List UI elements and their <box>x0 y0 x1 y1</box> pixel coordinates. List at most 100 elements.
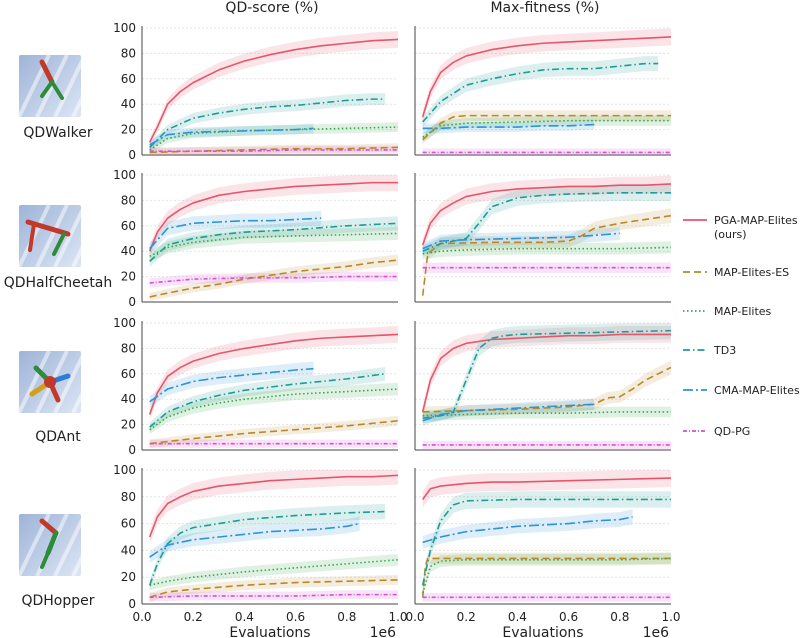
x-tick-label: 0.4 <box>508 610 527 624</box>
line-map-elites-es <box>149 419 399 445</box>
y-tick-label: 80 <box>121 490 136 504</box>
y-tick-label: 60 <box>121 367 136 381</box>
y-tick-label: 80 <box>121 341 136 355</box>
line-td3 <box>421 498 671 586</box>
band-qd-pg <box>149 439 398 448</box>
line-cma-map-elites <box>422 516 633 544</box>
legend-label-pga-map-elites: PGA-MAP-Elites <box>714 214 798 227</box>
y-tick-label: 80 <box>121 46 136 60</box>
column-title-max-fitness: Max-fitness (%) <box>490 0 599 16</box>
y-tick-label: 20 <box>121 418 136 432</box>
y-tick-label: 40 <box>121 543 136 557</box>
line-map-elites <box>422 411 671 417</box>
line-map-elites-es <box>421 557 671 598</box>
line-qd-pg <box>149 149 398 152</box>
line-td3 <box>149 222 399 262</box>
band-cma-map-elites <box>422 509 633 549</box>
legend-label-td3: TD3 <box>713 344 736 357</box>
y-tick-label: 60 <box>121 72 136 86</box>
x-tick-label: 0.6 <box>286 610 305 624</box>
x-tick-label: 0.0 <box>132 610 151 624</box>
line-map-elites <box>149 126 399 151</box>
band-map-elites <box>422 552 671 598</box>
ant-robot-icon <box>17 350 105 414</box>
line-pga-map-elites <box>421 36 672 118</box>
line-pga-map-elites <box>148 333 399 415</box>
line-pga-map-elites <box>148 38 399 143</box>
line-map-elites <box>149 232 399 257</box>
y-tick-label: 100 <box>113 316 136 330</box>
line-pga-map-elites <box>422 477 672 500</box>
band-pga-map-elites <box>149 175 398 258</box>
line-td3 <box>422 329 672 420</box>
y-tick-label: 100 <box>113 463 136 477</box>
band-map-elites <box>149 122 398 154</box>
band-cma-map-elites <box>422 226 620 255</box>
walker-robot-icon <box>17 54 105 118</box>
line-cma-map-elites <box>149 217 322 250</box>
band-pga-map-elites <box>149 325 398 420</box>
y-tick-label: 40 <box>121 244 136 258</box>
band-qd-pg <box>422 262 671 273</box>
y-tick-label: 20 <box>121 270 136 284</box>
y-tick-label: 60 <box>121 517 136 531</box>
line-pga-map-elites <box>148 181 398 252</box>
x-axis-label: Evaluations <box>229 625 310 638</box>
x-axis-label: Evaluations <box>502 625 583 638</box>
row-label-qdwalker: QDWalker <box>23 125 92 141</box>
band-cma-map-elites <box>149 361 314 408</box>
band-qd-pg <box>149 271 398 288</box>
band-qd-pg <box>149 145 398 155</box>
panel-qdwalker-max-fitness <box>414 26 672 156</box>
line-pga-map-elites <box>421 333 671 413</box>
band-cma-map-elites <box>149 516 360 563</box>
x-tick-label: 1.0 <box>388 610 407 624</box>
y-tick-label: 20 <box>121 570 136 584</box>
y-tick-label: 40 <box>121 392 136 406</box>
line-map-elites <box>422 246 672 255</box>
y-tick-label: 40 <box>121 97 136 111</box>
band-td3 <box>149 216 398 267</box>
halfcheetah-robot-icon <box>17 204 105 268</box>
panel-qdant-qd-score: 0 20 40 60 80 100 <box>113 316 399 457</box>
y-tick-label: 80 <box>121 193 136 207</box>
band-td3 <box>422 56 659 128</box>
band-map-elites-es <box>422 360 671 418</box>
line-map-elites-es <box>422 114 671 141</box>
line-cma-map-elites <box>149 367 314 403</box>
band-td3 <box>422 491 671 591</box>
y-tick-label: 0 <box>128 443 136 457</box>
band-map-elites <box>149 382 398 435</box>
band-qd-pg <box>422 148 671 155</box>
x-tick-label: 0.0 <box>405 610 424 624</box>
y-tick-label: 0 <box>128 295 136 309</box>
band-qd-pg <box>149 590 398 602</box>
y-tick-label: 100 <box>113 21 136 35</box>
band-td3 <box>422 184 671 258</box>
line-map-elites-es <box>422 366 672 413</box>
line-cma-map-elites <box>149 127 314 146</box>
band-cma-map-elites <box>149 211 322 255</box>
y-tick-label: 20 <box>121 123 136 137</box>
hopper-robot-icon <box>17 513 105 577</box>
x-tick-label: 0.6 <box>559 610 578 624</box>
line-cma-map-elites <box>149 522 360 558</box>
legend-label-map-elites-es: MAP-Elites-ES <box>714 266 789 279</box>
band-map-elites <box>422 115 671 142</box>
band-map-elites <box>422 241 671 260</box>
band-td3 <box>149 93 386 152</box>
line-qd-pg <box>149 593 398 599</box>
legend-label-map-elites: MAP-Elites <box>714 305 772 318</box>
x-tick-label: 0.2 <box>184 610 203 624</box>
line-map-elites-es <box>149 259 399 298</box>
band-cma-map-elites <box>422 398 595 426</box>
band-pga-map-elites <box>149 470 398 544</box>
band-qd-pg <box>422 593 671 602</box>
y-tick-label: 0 <box>128 597 136 611</box>
line-map-elites <box>149 388 399 431</box>
line-map-elites <box>422 119 671 138</box>
line-td3 <box>148 510 386 586</box>
panel-qdhalfcheetah-max-fitness <box>414 173 672 303</box>
band-map-elites-es <box>149 254 398 301</box>
